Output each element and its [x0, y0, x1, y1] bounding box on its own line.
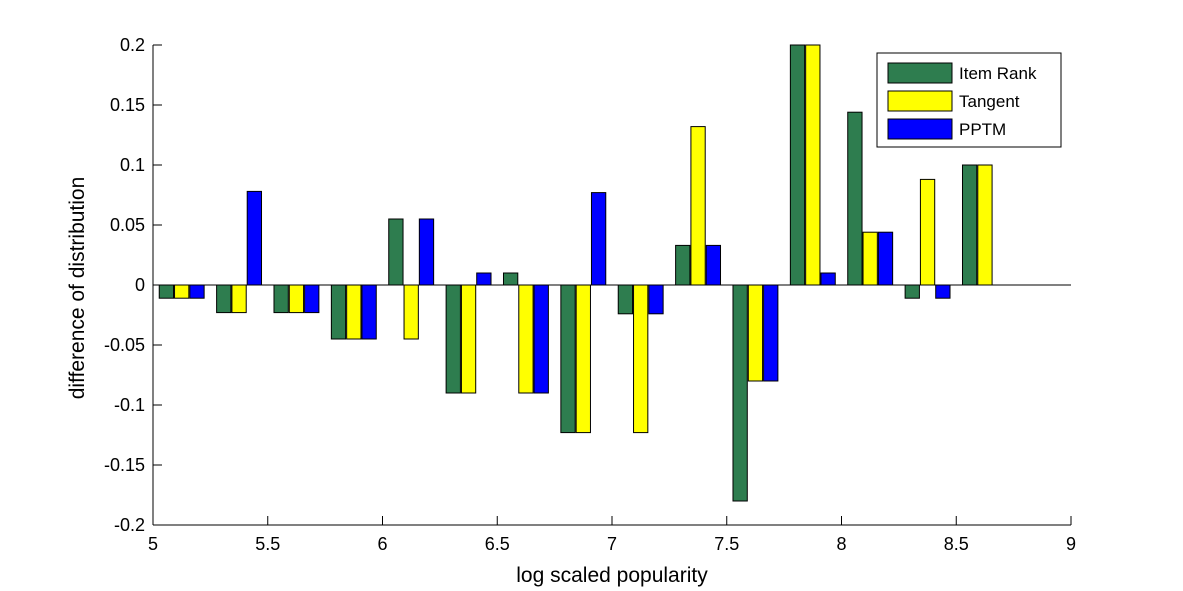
bar-pptm-2	[304, 284, 320, 314]
x-axis-label: log scaled popularity	[516, 564, 708, 587]
x-tick-label: 6	[377, 534, 387, 554]
bar-pptm-6	[533, 284, 549, 394]
bar-pptm-0	[189, 284, 205, 299]
bar-tangent-1	[231, 284, 247, 314]
bar-pptm-7	[590, 192, 607, 286]
bar-pptm-1	[246, 190, 263, 286]
bar-pptm-11	[820, 272, 836, 286]
bar-tangent-2	[288, 284, 305, 314]
x-tick-label: 7.5	[714, 534, 739, 554]
bar-tangent-11	[805, 44, 821, 286]
x-tick-label: 6.5	[485, 534, 510, 554]
legend-label-pptm: PPTM	[959, 120, 1006, 139]
bar-item-rank-7	[560, 284, 576, 434]
bar-pptm-5	[476, 272, 492, 286]
legend-swatch-tangent	[887, 90, 953, 112]
bar-tangent-7	[575, 284, 591, 434]
bar-item-rank-1	[216, 284, 232, 314]
bar-pptm-13	[935, 284, 951, 299]
x-tick-label: 9	[1066, 534, 1076, 554]
bar-pptm-3	[361, 284, 377, 340]
x-tick-label: 8	[836, 534, 846, 554]
axes-layer: 5 5.5 6 6.5 7 7.5 8 8.5 9 -0.2 -0.15 -0.1 -0.05 0 0.05…	[104, 35, 1076, 554]
bar-item-rank-14	[961, 164, 978, 286]
y-tick-label: 0.05	[110, 215, 145, 235]
bar-item-rank-0	[158, 284, 175, 299]
legend-swatch-item-rank	[887, 62, 953, 84]
bar-tangent-0	[174, 284, 190, 299]
y-axis-label: difference of distribution	[66, 177, 89, 400]
y-tick-label: 0.15	[110, 95, 145, 115]
bar-pptm-4	[418, 218, 435, 286]
y-tick-label: 0.2	[120, 35, 145, 55]
bar-item-rank-8	[617, 284, 634, 315]
y-tick-label: -0.2	[114, 515, 145, 535]
legend-label-item-rank: Item Rank	[959, 64, 1037, 83]
bar-tangent-13	[919, 178, 936, 286]
y-tick-label: -0.05	[104, 335, 145, 355]
bar-tangent-3	[346, 284, 362, 340]
x-tick-label: 5.5	[255, 534, 280, 554]
bar-pptm-12	[877, 231, 894, 286]
bar-tangent-10	[747, 284, 764, 382]
bar-item-rank-12	[847, 111, 863, 286]
bars-layer	[158, 44, 993, 502]
y-tick-label: -0.15	[104, 455, 145, 475]
legend-label-tangent: Tangent	[959, 92, 1020, 111]
x-tick-label: 7	[607, 534, 617, 554]
y-tick-label: -0.1	[114, 395, 145, 415]
bar-item-rank-5	[445, 284, 461, 394]
y-tick-label: 0.1	[120, 155, 145, 175]
bar-tangent-5	[460, 284, 477, 394]
bar-item-rank-11	[789, 44, 806, 286]
bar-tangent-6	[518, 284, 534, 394]
bar-item-rank-10	[732, 284, 748, 502]
bar-tangent-9	[690, 126, 706, 286]
bar-pptm-9	[705, 244, 722, 286]
bar-tangent-4	[403, 284, 419, 340]
legend: Item Rank Tangent PPTM	[876, 52, 1062, 148]
y-tick-label: 0	[135, 275, 145, 295]
bar-tangent-14	[977, 164, 993, 286]
x-tick-label: 5	[148, 534, 158, 554]
bar-item-rank-2	[273, 284, 289, 314]
bar-pptm-8	[648, 284, 664, 315]
bar-item-rank-6	[502, 272, 519, 286]
bar-pptm-10	[763, 284, 779, 382]
bar-tangent-12	[862, 231, 878, 286]
x-tick-label: 8.5	[944, 534, 969, 554]
bar-item-rank-4	[388, 218, 404, 286]
legend-swatch-pptm	[887, 118, 953, 140]
bar-item-rank-13	[904, 284, 920, 299]
bar-tangent-8	[633, 284, 649, 434]
bar-item-rank-9	[675, 244, 691, 286]
bar-item-rank-3	[330, 284, 347, 340]
